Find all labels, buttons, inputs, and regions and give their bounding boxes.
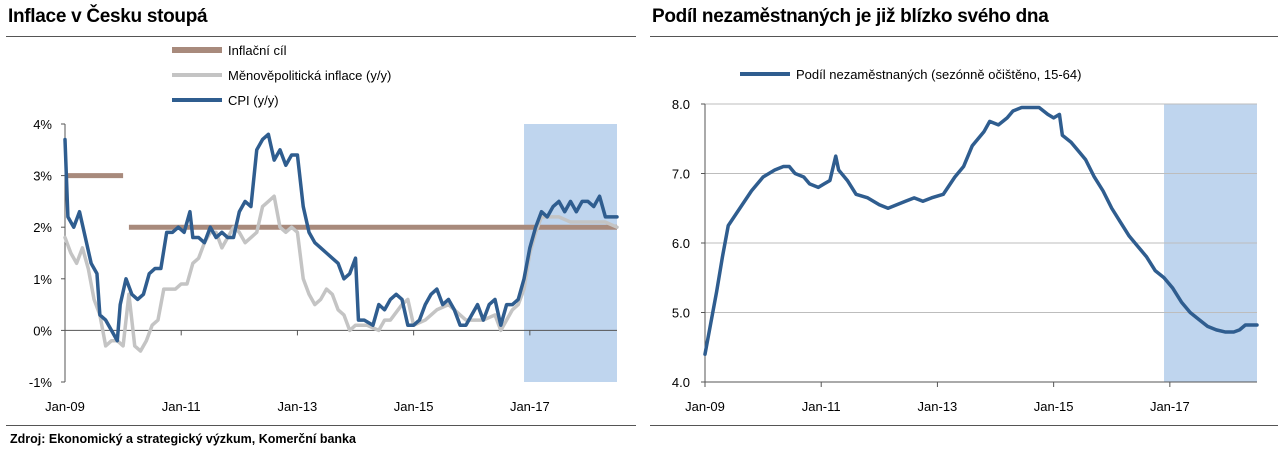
chart-2-title-rule — [650, 36, 1278, 37]
chart-1-legend-label: Měnověpolitická inflace (y/y) — [228, 68, 391, 83]
chart-1-x-tick-label: Jan-13 — [278, 399, 318, 414]
source-rule — [6, 425, 636, 426]
chart-1-series-3-line — [63, 132, 619, 343]
chart-2-y-tick-label: 4.0 — [672, 375, 690, 390]
chart-1-y-tick-label: 2% — [33, 220, 52, 235]
chart-1-x-tick-label: Jan-15 — [394, 399, 434, 414]
chart-1-legend-label: Inflační cíl — [228, 43, 287, 58]
chart-2-title: Podíl nezaměstnaných je již blízko svého… — [652, 6, 1049, 27]
chart-2-x-tick-label: Jan-17 — [1150, 399, 1190, 414]
chart-1-y-tick-label: 3% — [33, 169, 52, 184]
chart-1-series-2-line — [63, 194, 619, 353]
chart-1-x-tick-label: Jan-17 — [510, 399, 550, 414]
chart-1-forecast-region — [524, 124, 617, 382]
chart-2-y-tick-label: 6.0 — [672, 236, 690, 251]
chart-1-x-tick-label: Jan-11 — [162, 399, 201, 414]
chart-2-bottom-rule — [650, 425, 1278, 426]
chart-2-y-tick-label: 5.0 — [672, 306, 690, 321]
chart-2-x-tick-label: Jan-13 — [918, 399, 958, 414]
chart-2-x-tick-label: Jan-11 — [802, 399, 841, 414]
chart-2-x-tick-label: Jan-09 — [685, 399, 725, 414]
chart-1-x-tick-label: Jan-09 — [45, 399, 85, 414]
chart-1-y-tick-label: 4% — [33, 117, 52, 132]
chart-2-series-1-line — [703, 105, 1259, 356]
chart-1-y-tick-label: -1% — [29, 375, 53, 390]
chart-2-x-tick-label: Jan-15 — [1034, 399, 1074, 414]
chart-1-legend-label: CPI (y/y) — [228, 93, 279, 108]
chart-1-y-tick-label: 1% — [33, 272, 52, 287]
source-note: Zdroj: Ekonomický a strategický výzkum, … — [10, 432, 356, 446]
chart-2-y-tick-label: 8.0 — [672, 97, 690, 112]
chart-1-title: Inflace v Česku stoupá — [8, 6, 208, 27]
chart-1-y-tick-label: 0% — [33, 323, 52, 338]
chart-2-legend-label: Podíl nezaměstnaných (sezónně očištěno, … — [796, 67, 1081, 82]
chart-2-y-tick-label: 7.0 — [672, 167, 690, 182]
chart-1-title-rule — [6, 36, 636, 37]
